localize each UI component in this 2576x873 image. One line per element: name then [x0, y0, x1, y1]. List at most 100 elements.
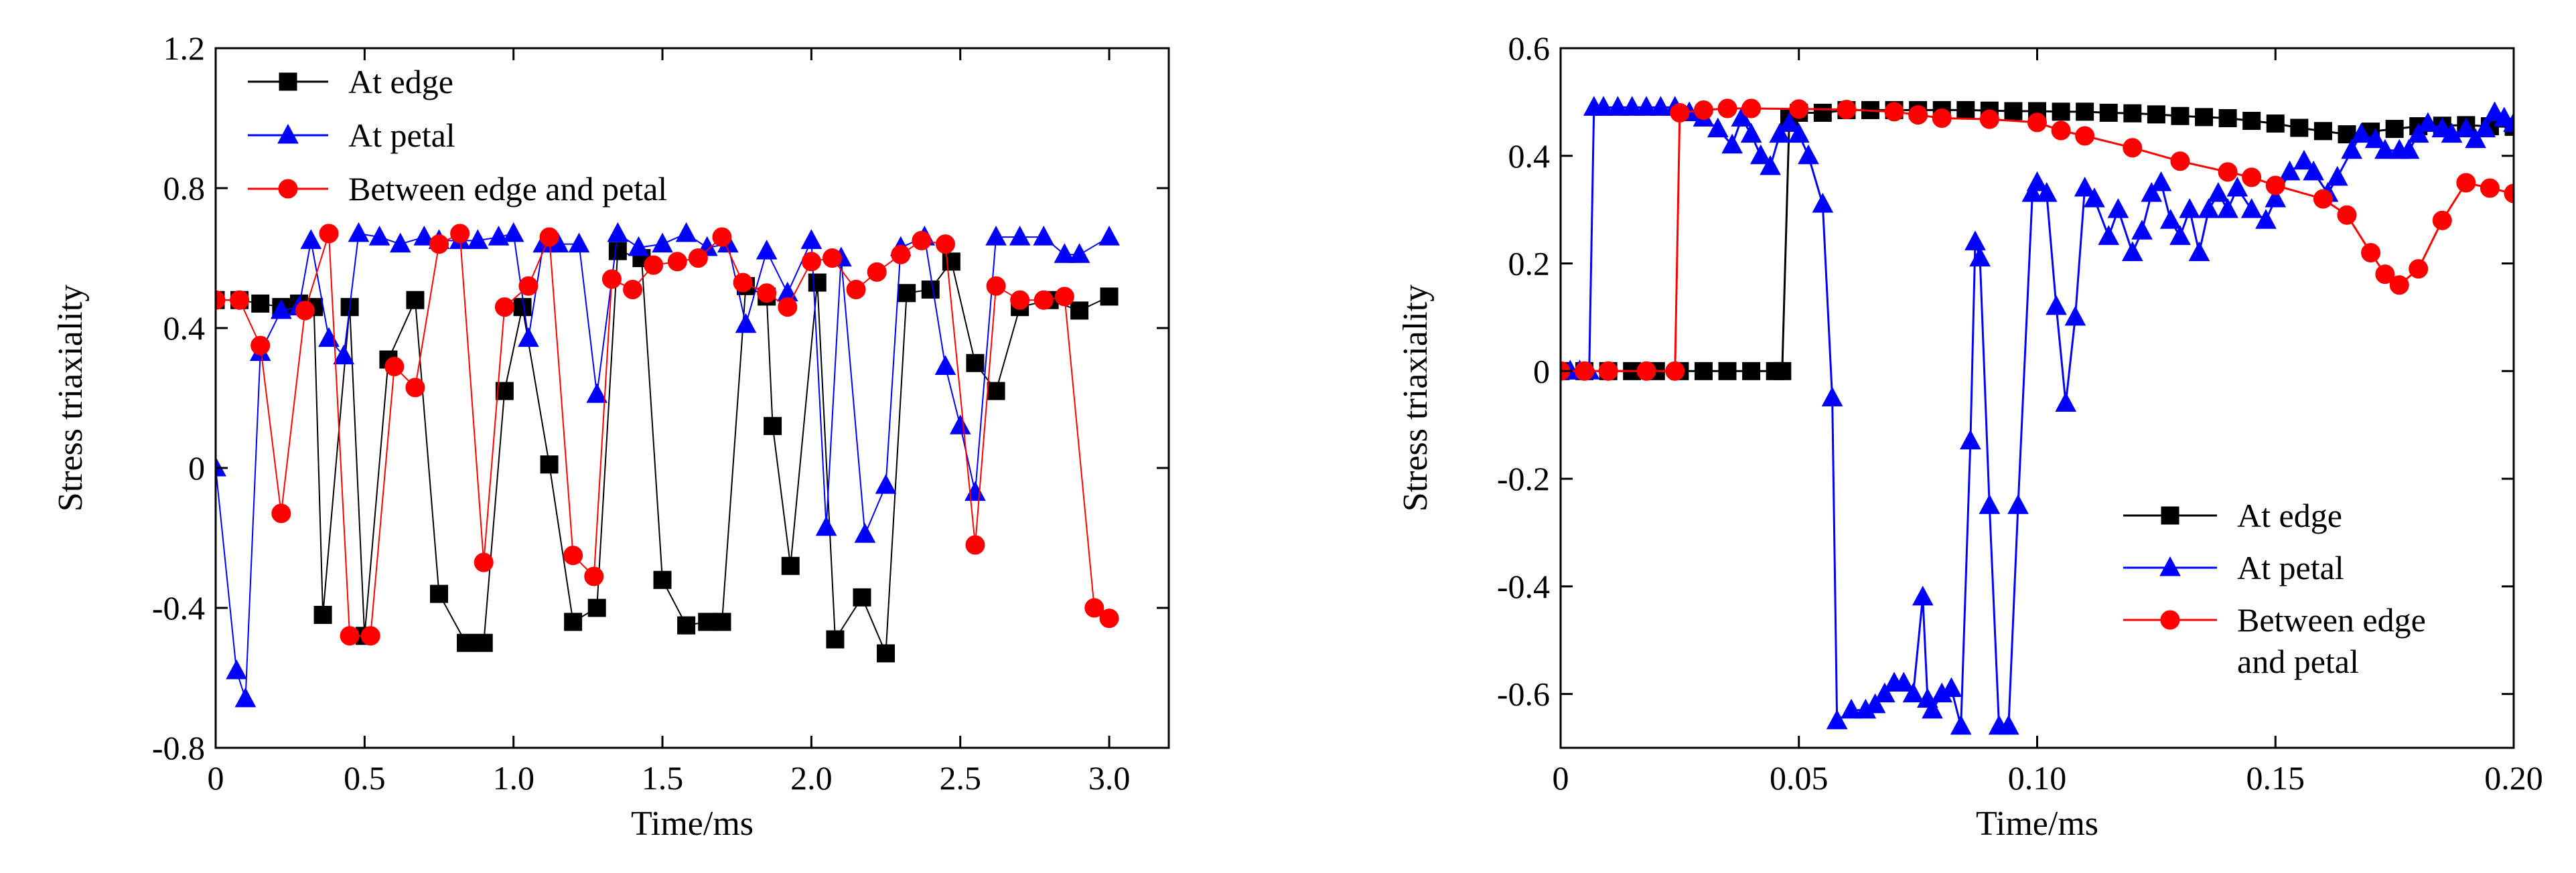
left-chart-data-point-square	[942, 252, 960, 271]
right-chart-data-point-triangle	[1740, 123, 1762, 143]
right-chart-legend-entry-at-edge: At edge	[2123, 497, 2342, 534]
left-chart-legend-entry-at-edge: At edge	[248, 63, 453, 100]
right-chart-data-point-triangle	[2303, 160, 2325, 181]
left-chart-data-point-circle	[986, 276, 1006, 296]
left-chart-data-point-circle	[1084, 598, 1104, 618]
left-chart-data-point-circle	[271, 503, 291, 524]
right-chart-data-point-circle	[1693, 100, 1713, 120]
left-chart-x-tick-label: 0	[208, 759, 224, 797]
right-chart-data-point-triangle	[1864, 693, 1886, 714]
left-chart-data-point-circle	[563, 546, 583, 566]
right-chart-data-point-triangle	[1621, 96, 1643, 116]
left-chart-data-point-triangle	[607, 222, 629, 242]
right-chart-data-point-circle	[2337, 205, 2357, 225]
right-chart-data-point-circle	[1932, 108, 1952, 128]
left-chart-data-point-circle	[1010, 290, 1030, 310]
left-chart-data-point-circle	[340, 626, 360, 646]
right-chart-data-point-square	[2099, 103, 2118, 122]
left-chart-series-at-petal	[216, 222, 1120, 708]
left-chart-ticks: 0 0.5 1.0 1.5 2.0 2.5 3.0 -0.8 -0.4 0 0.4 0.8 1.2	[152, 29, 1169, 797]
right-chart-data-point-square	[2004, 102, 2023, 121]
right-chart-data-point-triangle	[2007, 494, 2029, 514]
left-chart-data-point-triangle	[348, 222, 370, 242]
right-chart-data-point-triangle	[2021, 181, 2044, 202]
left-chart-data-point-circle	[712, 227, 732, 247]
right-chart-y-tick-label: 0.6	[1508, 29, 1551, 67]
left-chart-data-point-circle	[688, 248, 708, 268]
right-chart-data-point-triangle	[2169, 225, 2191, 245]
right-chart-data-point-circle	[1884, 102, 1904, 122]
right-chart-data-point-square	[1718, 362, 1737, 380]
left-chart: 0 0.5 1.0 1.5 2.0 2.5 3.0 -0.8 -0.4 0 0.4 0.8 1.2 Ti…	[52, 29, 1170, 843]
left-chart-data-point-square	[781, 556, 800, 575]
right-chart-data-point-triangle	[1821, 386, 1843, 406]
right-chart-series-between-edge-and-petal	[1561, 98, 2514, 381]
left-chart-data-point-triangle	[586, 383, 608, 403]
right-chart-data-point-square	[2076, 102, 2094, 121]
right-chart-data-point-triangle	[2279, 160, 2301, 181]
right-chart-data-point-triangle	[2198, 198, 2220, 218]
left-chart-data-point-circle	[644, 255, 664, 275]
right-chart-data-point-triangle	[2350, 123, 2372, 143]
right-chart-legend-entry-at-petal: At petal	[2123, 549, 2344, 586]
left-chart-data-point-triangle	[628, 236, 650, 256]
right-chart-data-point-triangle	[1912, 585, 1934, 606]
right-chart-data-point-triangle	[1950, 714, 1972, 735]
right-chart-data-point-circle	[2218, 162, 2238, 182]
left-chart-data-point-triangle	[270, 299, 292, 319]
left-chart-data-point-triangle	[949, 414, 971, 434]
left-chart-y-tick-label: 0	[188, 449, 205, 487]
left-chart-data-point-triangle	[1009, 226, 1031, 246]
left-chart-legend-marker-circle	[278, 179, 298, 199]
right-chart-x-tick-label: 0.20	[2484, 759, 2543, 797]
right-chart-data-point-square	[1813, 103, 1832, 122]
left-chart-data-point-triangle	[934, 355, 956, 375]
right-chart-data-point-square	[2313, 122, 2332, 141]
right-chart-data-point-triangle	[1778, 112, 1800, 133]
left-chart-data-point-square	[898, 284, 916, 303]
left-chart-data-point-triangle	[413, 226, 435, 246]
left-chart-data-point-triangle	[800, 229, 822, 249]
right-chart-data-point-circle	[1741, 98, 1762, 118]
right-chart-data-point-circle	[1575, 361, 1595, 381]
right-chart-data-point-triangle	[2407, 123, 2429, 143]
right-chart-data-point-circle	[1717, 98, 1737, 118]
right-chart-legend: At edge At petal Between edge and petal	[2123, 497, 2426, 680]
left-chart-data-point-square	[313, 605, 332, 624]
right-chart-data-point-circle	[2361, 242, 2381, 262]
right-chart-data-point-triangle	[2208, 181, 2229, 202]
right-chart-data-point-circle	[1670, 102, 1690, 123]
right-chart-data-point-triangle	[2150, 171, 2172, 191]
left-chart-data-point-circle	[733, 272, 753, 293]
left-chart-data-point-square	[251, 294, 270, 313]
right-chart-data-point-square	[2171, 106, 2190, 125]
right-chart-data-point-circle	[2375, 264, 2395, 285]
right-chart-data-point-circle	[2051, 121, 2071, 141]
right-chart-data-point-triangle	[1964, 230, 1986, 250]
right-chart-data-point-triangle	[1788, 123, 1810, 143]
right-chart-data-point-square	[1773, 362, 1792, 380]
left-chart-data-point-square	[608, 242, 627, 260]
right-chart-data-point-triangle	[2255, 209, 2277, 229]
left-chart-data-point-circle	[846, 280, 866, 300]
left-chart-data-point-triangle	[875, 474, 897, 494]
right-chart-x-tick-label: 0	[1553, 759, 1569, 797]
left-chart-data-point-square	[713, 613, 731, 631]
left-chart-data-point-circle	[601, 269, 622, 289]
right-chart-data-point-circle	[2409, 259, 2429, 279]
left-chart-data-point-triangle	[756, 239, 778, 260]
left-chart-legend-label: At edge	[348, 63, 453, 100]
left-chart-data-point-triangle	[234, 687, 257, 708]
left-chart-x-axis-title: Time/ms	[631, 805, 754, 843]
right-chart-data-point-circle	[1837, 100, 1857, 120]
right-chart-data-point-circle	[1598, 361, 1618, 381]
left-chart-data-point-circle	[405, 378, 425, 398]
right-chart-data-point-triangle	[2265, 187, 2287, 208]
right-chart-y-tick-label: -0.4	[1497, 568, 1550, 605]
left-chart-data-point-circle	[216, 290, 226, 310]
right-chart-data-point-square	[2195, 108, 2214, 127]
left-chart-data-point-square	[853, 588, 871, 607]
left-chart-data-point-square	[406, 291, 425, 309]
right-chart-data-point-triangle	[1721, 133, 1743, 154]
right-chart-legend-label: At edge	[2237, 497, 2342, 534]
